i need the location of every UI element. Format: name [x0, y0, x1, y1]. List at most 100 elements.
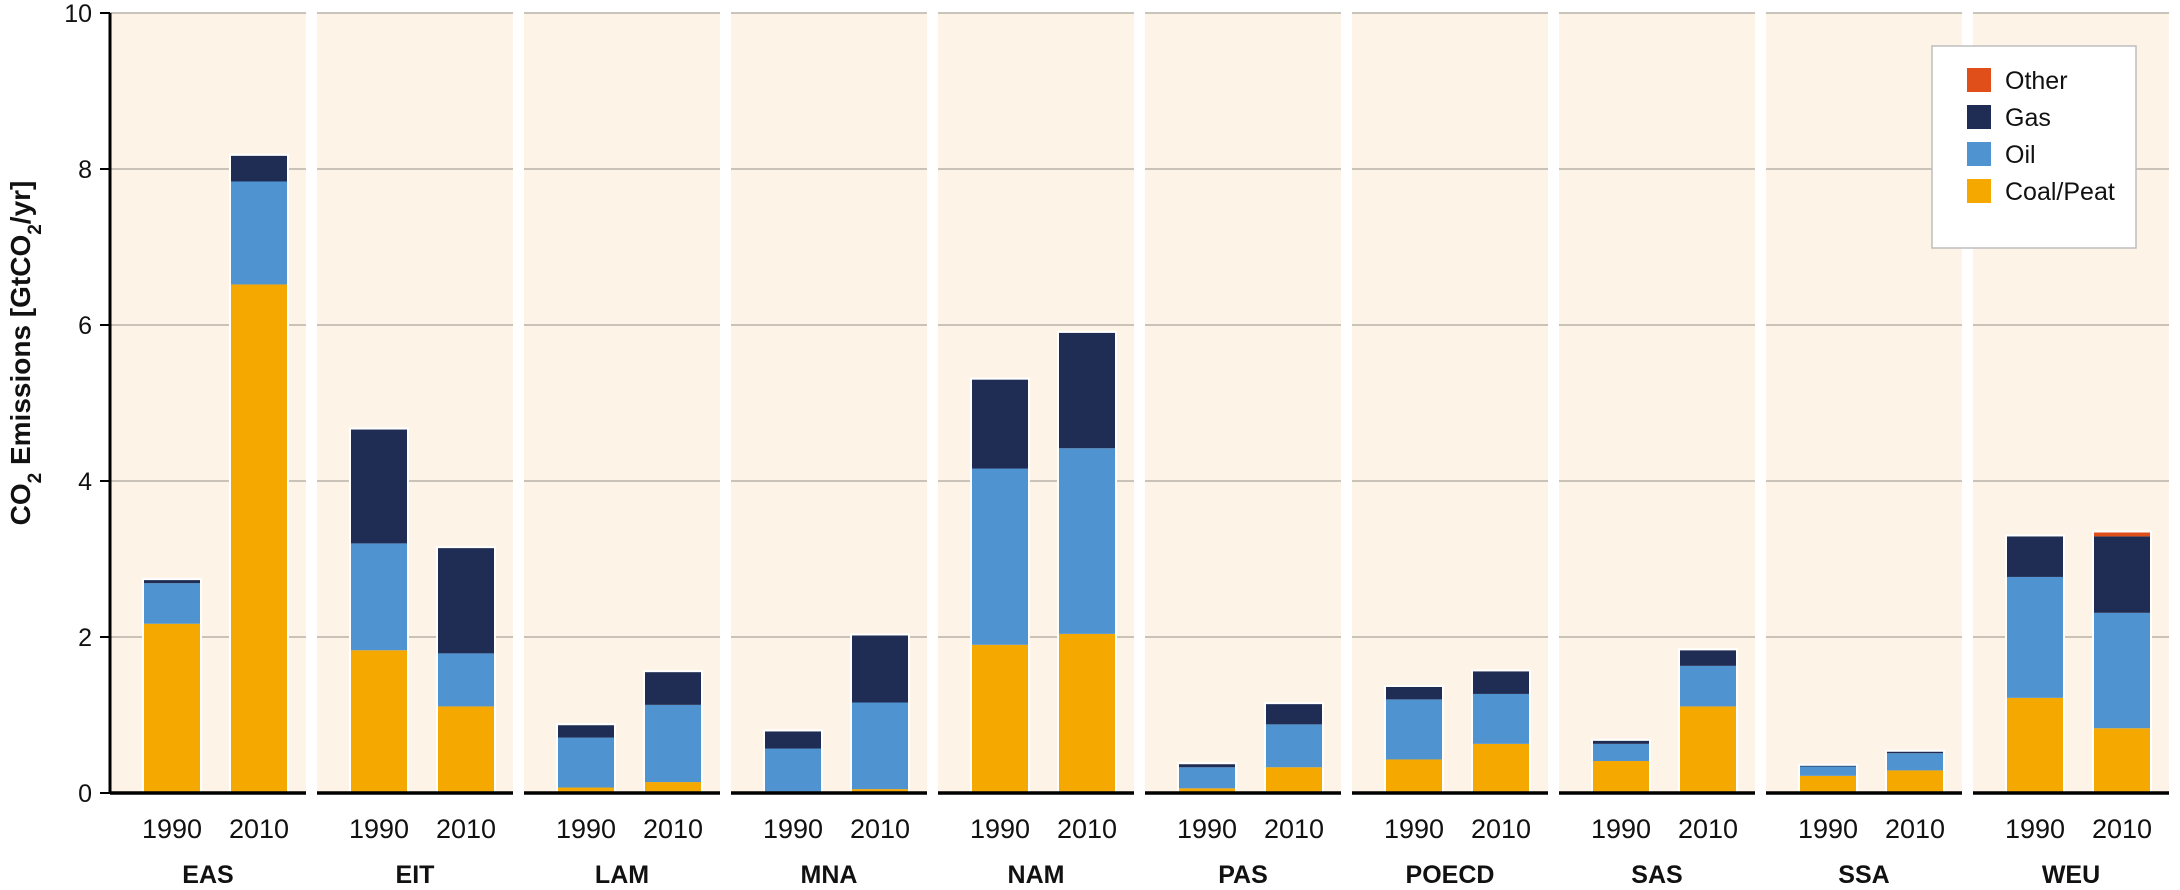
bar-segment-coal-peat [558, 787, 614, 793]
region-label: SSA [1838, 861, 1889, 889]
bar-segment-gas [645, 672, 701, 705]
bar-segment-gas [2007, 536, 2063, 577]
year-label: 2010 [229, 814, 289, 844]
bar-segment-coal-peat [231, 284, 287, 793]
y-tick-label: 10 [64, 0, 92, 28]
bar-mna-2010 [850, 633, 910, 794]
bar-segment-gas [558, 725, 614, 738]
bar-segment-oil [2007, 576, 2063, 698]
bar-eas-2010 [229, 153, 289, 795]
bar-segment-other [2094, 532, 2150, 537]
bar-segment-oil [2094, 612, 2150, 729]
legend-swatch-coal-peat [1967, 179, 1991, 203]
year-label: 2010 [1885, 814, 1945, 844]
year-label: 2010 [1471, 814, 1531, 844]
legend-label: Oil [2005, 141, 2036, 169]
year-label: 1990 [1591, 814, 1651, 844]
legend-swatch-gas [1967, 105, 1991, 129]
year-label: 1990 [1384, 814, 1444, 844]
bar-segment-coal-peat [852, 789, 908, 793]
bar-pas-1990 [1177, 762, 1237, 795]
bar-lam-2010 [643, 670, 703, 794]
region-label: LAM [595, 861, 649, 889]
bar-segment-gas [144, 580, 200, 584]
year-label: 2010 [850, 814, 910, 844]
legend-label: Other [2005, 67, 2068, 95]
year-label: 1990 [349, 814, 409, 844]
region-label: MNA [801, 861, 858, 889]
bar-mna-1990 [763, 729, 823, 795]
bar-segment-gas [1179, 764, 1235, 768]
bar-segment-gas [2094, 536, 2150, 613]
bar-eas-1990 [142, 578, 202, 794]
bar-sas-1990 [1591, 738, 1651, 794]
bar-segment-oil [1059, 448, 1115, 634]
bar-segment-oil [765, 748, 821, 792]
bar-sas-2010 [1678, 648, 1738, 795]
panel-poecd [1352, 13, 1548, 793]
bar-segment-coal-peat [1059, 633, 1115, 793]
bar-ssa-1990 [1798, 763, 1858, 795]
bar-segment-coal-peat [1179, 788, 1235, 793]
bar-nam-2010 [1057, 330, 1117, 794]
bar-segment-oil [972, 468, 1028, 645]
y-tick-label: 4 [78, 468, 92, 496]
bar-weu-2010 [2092, 530, 2152, 794]
year-label: 2010 [2092, 814, 2152, 844]
bar-segment-gas [351, 429, 407, 544]
bar-segment-gas [1887, 751, 1943, 754]
bar-segment-oil [1386, 699, 1442, 760]
axes [100, 12, 2169, 795]
bar-segment-oil [351, 543, 407, 651]
bar-segment-gas [1059, 332, 1115, 449]
year-label: 2010 [1264, 814, 1324, 844]
bar-segment-coal-peat [1887, 770, 1943, 793]
bar-segment-gas [1473, 671, 1529, 694]
bar-segment-coal-peat [972, 644, 1028, 793]
bar-segment-gas [765, 731, 821, 749]
y-tick-label: 8 [78, 156, 92, 184]
bar-poecd-1990 [1384, 684, 1444, 794]
legend-label: Gas [2005, 104, 2051, 132]
bar-segment-gas [1266, 704, 1322, 725]
bar-segment-oil [1887, 753, 1943, 771]
bar-segment-oil [1680, 665, 1736, 707]
bar-segment-oil [1473, 693, 1529, 744]
bar-poecd-2010 [1471, 669, 1531, 795]
bar-segment-coal-peat [1386, 759, 1442, 793]
year-label: 1990 [1798, 814, 1858, 844]
panel-lam [524, 13, 720, 793]
bar-segment-oil [1593, 743, 1649, 762]
panel-pas [1145, 13, 1341, 793]
region-label: EAS [182, 861, 233, 889]
bar-segment-oil [438, 653, 494, 707]
bar-segment-oil [144, 583, 200, 624]
bar-segment-coal-peat [144, 623, 200, 793]
bar-segment-gas [1386, 686, 1442, 700]
bar-segment-oil [1266, 724, 1322, 768]
region-label: SAS [1631, 861, 1682, 889]
year-label: 1990 [2005, 814, 2065, 844]
bar-weu-1990 [2005, 534, 2065, 794]
year-label: 1990 [763, 814, 823, 844]
region-label: PAS [1218, 861, 1268, 889]
year-label: 2010 [1678, 814, 1738, 844]
year-label: 2010 [436, 814, 496, 844]
bar-segment-coal-peat [1800, 775, 1856, 793]
legend-swatch-other [1967, 68, 1991, 92]
bar-segment-oil [645, 704, 701, 783]
year-label: 2010 [643, 814, 703, 844]
region-label: WEU [2042, 861, 2100, 889]
bar-lam-1990 [556, 723, 616, 795]
y-tick-label: 0 [78, 780, 92, 808]
bar-eit-2010 [436, 546, 496, 795]
year-label: 2010 [1057, 814, 1117, 844]
bar-segment-gas [231, 155, 287, 182]
bar-segment-coal-peat [645, 782, 701, 793]
region-label: EIT [396, 861, 435, 889]
bar-segment-coal-peat [351, 650, 407, 793]
bar-segment-coal-peat [2094, 728, 2150, 793]
bar-segment-gas [852, 635, 908, 703]
